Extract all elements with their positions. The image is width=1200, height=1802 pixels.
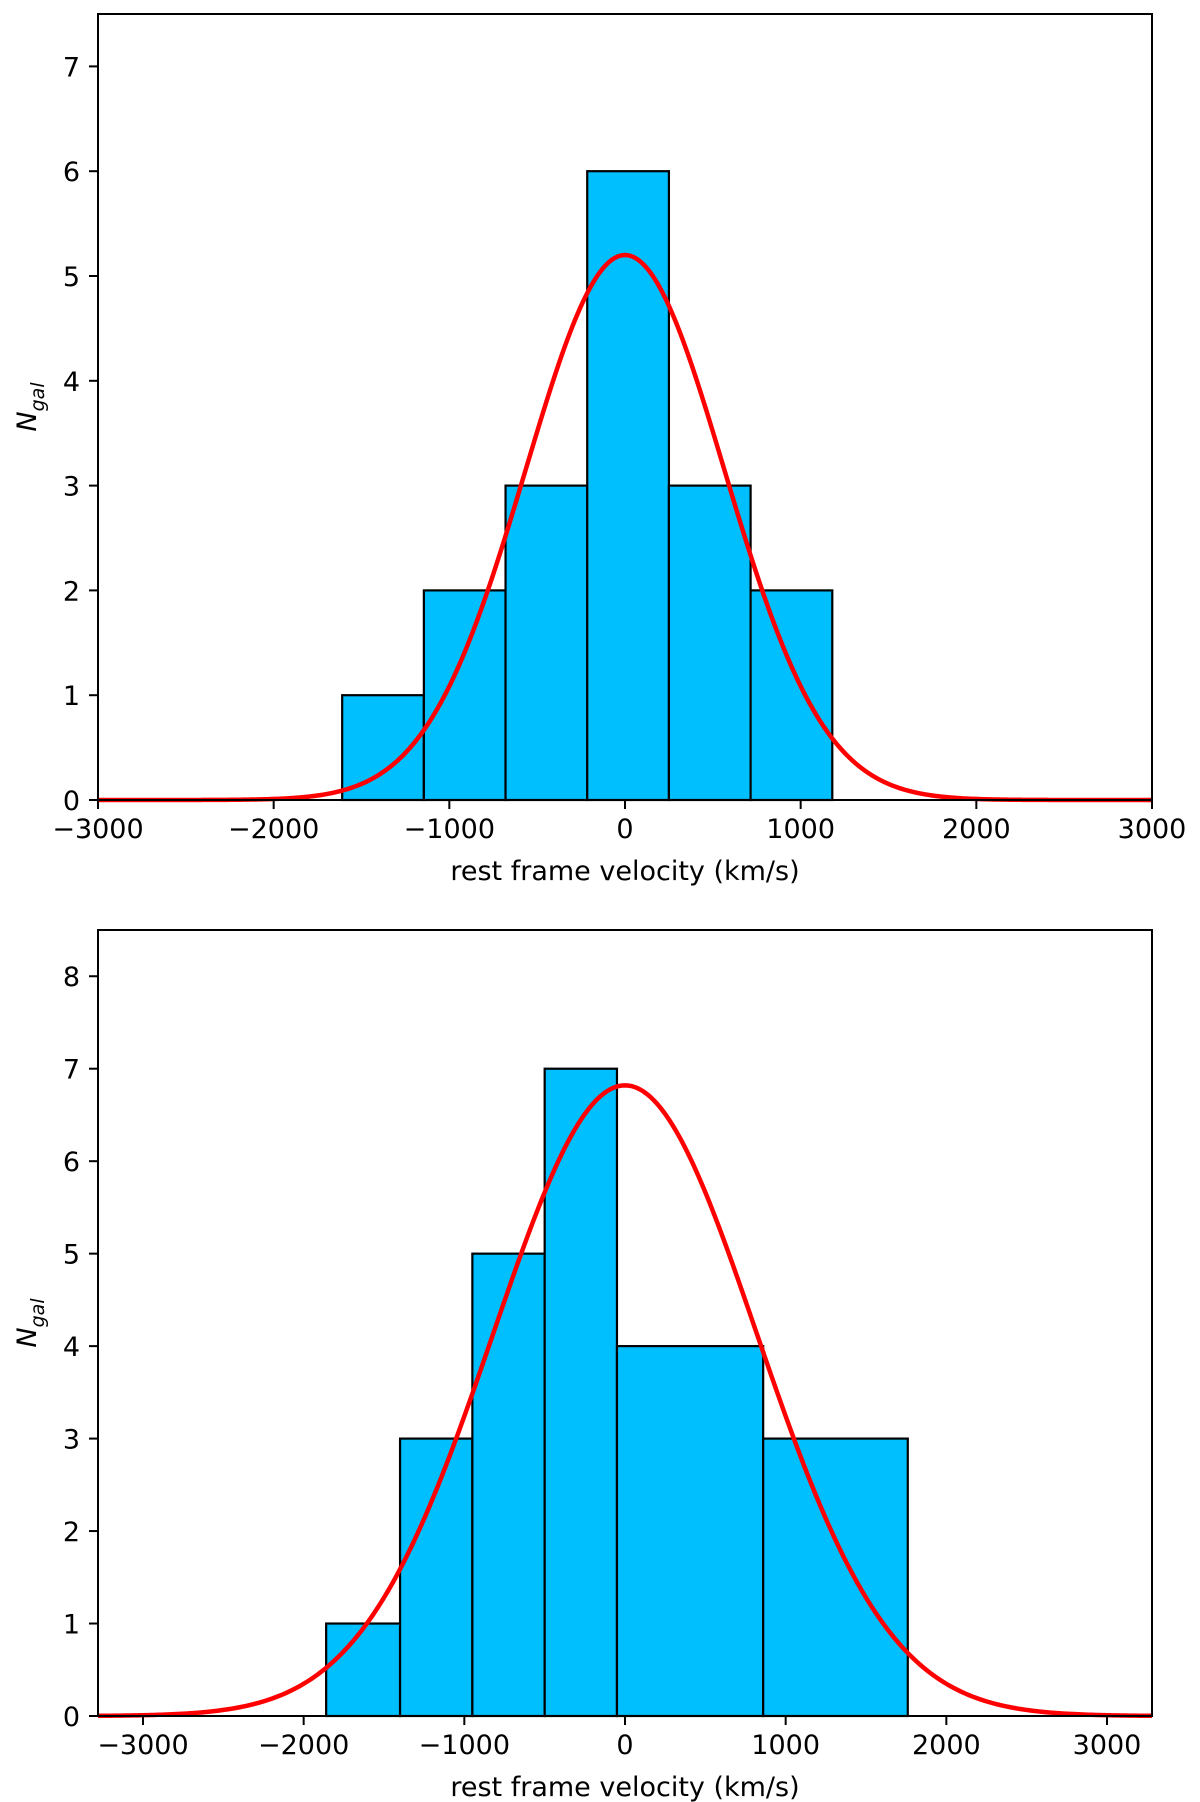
- gaussian-fit-curve: [97, 1083, 1153, 1719]
- histogram-bar: [543, 1067, 619, 1718]
- y-tick-label: 0: [63, 1702, 80, 1733]
- x-tick-label: 3000: [1118, 814, 1187, 845]
- y-tick-label: 1: [63, 681, 80, 712]
- y-axis-label-sub: gal: [27, 1298, 49, 1328]
- y-tick-label: 1: [63, 1610, 80, 1641]
- y-tick-label: 3: [63, 1425, 80, 1456]
- y-tick-label: 8: [63, 962, 80, 993]
- x-axis-label: rest frame velocity (km/s): [450, 856, 799, 887]
- y-tick-label: 7: [63, 1055, 80, 1086]
- y-axis: 0 1 2 3 4 5 6 7: [63, 52, 98, 817]
- x-tick-label: −3000: [52, 814, 143, 845]
- gaussian-fit-curve: [98, 252, 1152, 803]
- y-tick-label: 2: [63, 1517, 80, 1548]
- x-tick-label: −3000: [97, 1730, 188, 1761]
- histogram-bar: [762, 1437, 909, 1718]
- x-axis-label: rest frame velocity (km/s): [450, 1772, 799, 1802]
- x-tick-label: 0: [616, 814, 633, 845]
- histogram-bar: [667, 484, 752, 802]
- y-tick-label: 5: [63, 262, 80, 293]
- y-tick-label: 4: [63, 367, 80, 398]
- histogram-bars: [325, 1067, 909, 1718]
- y-axis: 0 1 2 3 4 5 6 7 8: [63, 962, 98, 1733]
- histogram-bar: [325, 1622, 402, 1718]
- x-tick-label: 1000: [751, 1730, 820, 1761]
- y-axis-label: Ngal: [12, 1298, 49, 1348]
- x-tick-label: 0: [616, 1730, 633, 1761]
- y-tick-label: 7: [63, 52, 80, 83]
- histogram-bar: [471, 1252, 546, 1718]
- y-tick-label: 6: [63, 1147, 80, 1178]
- x-tick-label: 2000: [912, 1730, 981, 1761]
- x-tick-label: −1000: [404, 814, 495, 845]
- y-axis-label-main: N: [12, 411, 43, 431]
- x-axis: −3000 −2000 −1000 0 1000 2000 3000: [52, 800, 1186, 845]
- y-axis-label-sub: gal: [27, 382, 49, 412]
- y-tick-label: 6: [63, 157, 80, 188]
- y-axis-label: Ngal: [12, 382, 49, 432]
- x-tick-label: 2000: [942, 814, 1011, 845]
- y-tick-label: 4: [63, 1332, 80, 1363]
- x-tick-label: −2000: [228, 814, 319, 845]
- y-tick-label: 2: [63, 576, 80, 607]
- y-tick-label: 5: [63, 1240, 80, 1271]
- x-axis: −3000 −2000 −1000 0 1000 2000 3000: [97, 1716, 1141, 1761]
- y-tick-label: 3: [63, 472, 80, 503]
- x-tick-label: 1000: [766, 814, 835, 845]
- histogram-bar: [422, 589, 507, 802]
- histogram-bar: [398, 1437, 474, 1718]
- histogram-bar: [749, 589, 834, 802]
- histogram-bar: [586, 170, 671, 802]
- x-tick-label: −2000: [258, 1730, 349, 1761]
- chart-top-velocity-histogram: −3000 −2000 −1000 0 1000 2000 3000 0 1 2 3 4 5 6 7 rest…: [12, 13, 1186, 887]
- histogram-bar: [504, 484, 589, 802]
- x-tick-label: 3000: [1073, 1730, 1142, 1761]
- x-tick-label: −1000: [419, 1730, 510, 1761]
- chart-bottom-velocity-histogram: −3000 −2000 −1000 0 1000 2000 3000 0 1 2 3 4 5 6 7 8 res…: [12, 929, 1153, 1802]
- histogram-bar: [615, 1345, 765, 1718]
- y-axis-label-main: N: [12, 1327, 43, 1347]
- y-tick-label: 0: [63, 786, 80, 817]
